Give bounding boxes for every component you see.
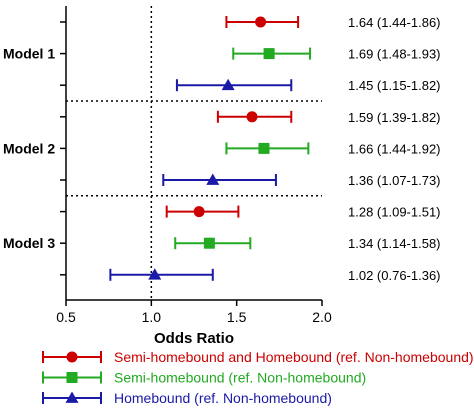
x-tick-label: 2.0 [312,309,332,325]
marker-circle [246,111,258,123]
legend-item: Semi-homebound (ref. Non-homebound) [42,370,366,386]
marker-square [263,48,275,60]
estimate-row [60,16,300,28]
marker-square [258,142,270,154]
or-ci-label: 1.69 (1.48-1.93) [348,47,441,62]
estimate-row [60,142,310,155]
marker-circle [66,351,78,363]
or-ci-label: 1.34 (1.14-1.58) [348,236,441,251]
model-label: Model 1 [3,46,55,62]
or-ci-label: 1.45 (1.15-1.82) [348,78,441,93]
or-ci-labels: 1.64 (1.44-1.86) 1.69 (1.48-1.93) 1.45 (1.… [348,15,441,283]
legend-item: Homebound (ref. Non-homebound) [42,390,332,406]
estimate-row [60,205,240,218]
marker-triangle [148,268,162,280]
marker-circle [255,16,267,28]
x-tick-label: 0.5 [56,309,76,325]
marker-square [203,237,215,249]
x-tick-label: 1.5 [227,309,247,325]
legend-item: Semi-homebound and Homebound (ref. Non-h… [42,349,474,365]
legend-label: Semi-homebound (ref. Non-homebound) [114,370,366,386]
x-axis-label: Odds Ratio [154,330,234,347]
or-ci-label: 1.36 (1.07-1.73) [348,173,441,188]
estimate-row [60,47,312,60]
estimate-rows [60,16,312,281]
marker-triangle [65,391,79,403]
legend-label: Homebound (ref. Non-homebound) [114,390,332,406]
x-tick-label: 1.0 [142,309,162,325]
marker-triangle [221,78,235,91]
legend-label: Semi-homebound and Homebound (ref. Non-h… [114,349,474,365]
or-ci-label: 1.28 (1.09-1.51) [348,205,441,220]
estimate-row [60,268,214,281]
marker-circle [193,206,205,218]
model-labels: Model 1 Model 2 Model 3 [3,46,55,252]
or-ci-label: 1.02 (0.76-1.36) [348,268,441,283]
or-ci-label: 1.66 (1.44-1.92) [348,141,441,156]
legend: Semi-homebound and Homebound (ref. Non-h… [42,349,474,406]
estimate-row [60,110,293,123]
marker-triangle [206,173,220,185]
axes: 0.5 1.0 1.5 2.0 Odds Ratio [56,6,332,347]
or-ci-label: 1.59 (1.39-1.82) [348,110,441,125]
model-label: Model 2 [3,140,55,156]
marker-square [66,372,78,383]
estimate-row [60,78,293,92]
estimate-row [60,237,252,250]
estimate-row [60,173,277,186]
model-label: Model 3 [3,235,55,251]
or-ci-label: 1.64 (1.44-1.86) [348,15,441,30]
